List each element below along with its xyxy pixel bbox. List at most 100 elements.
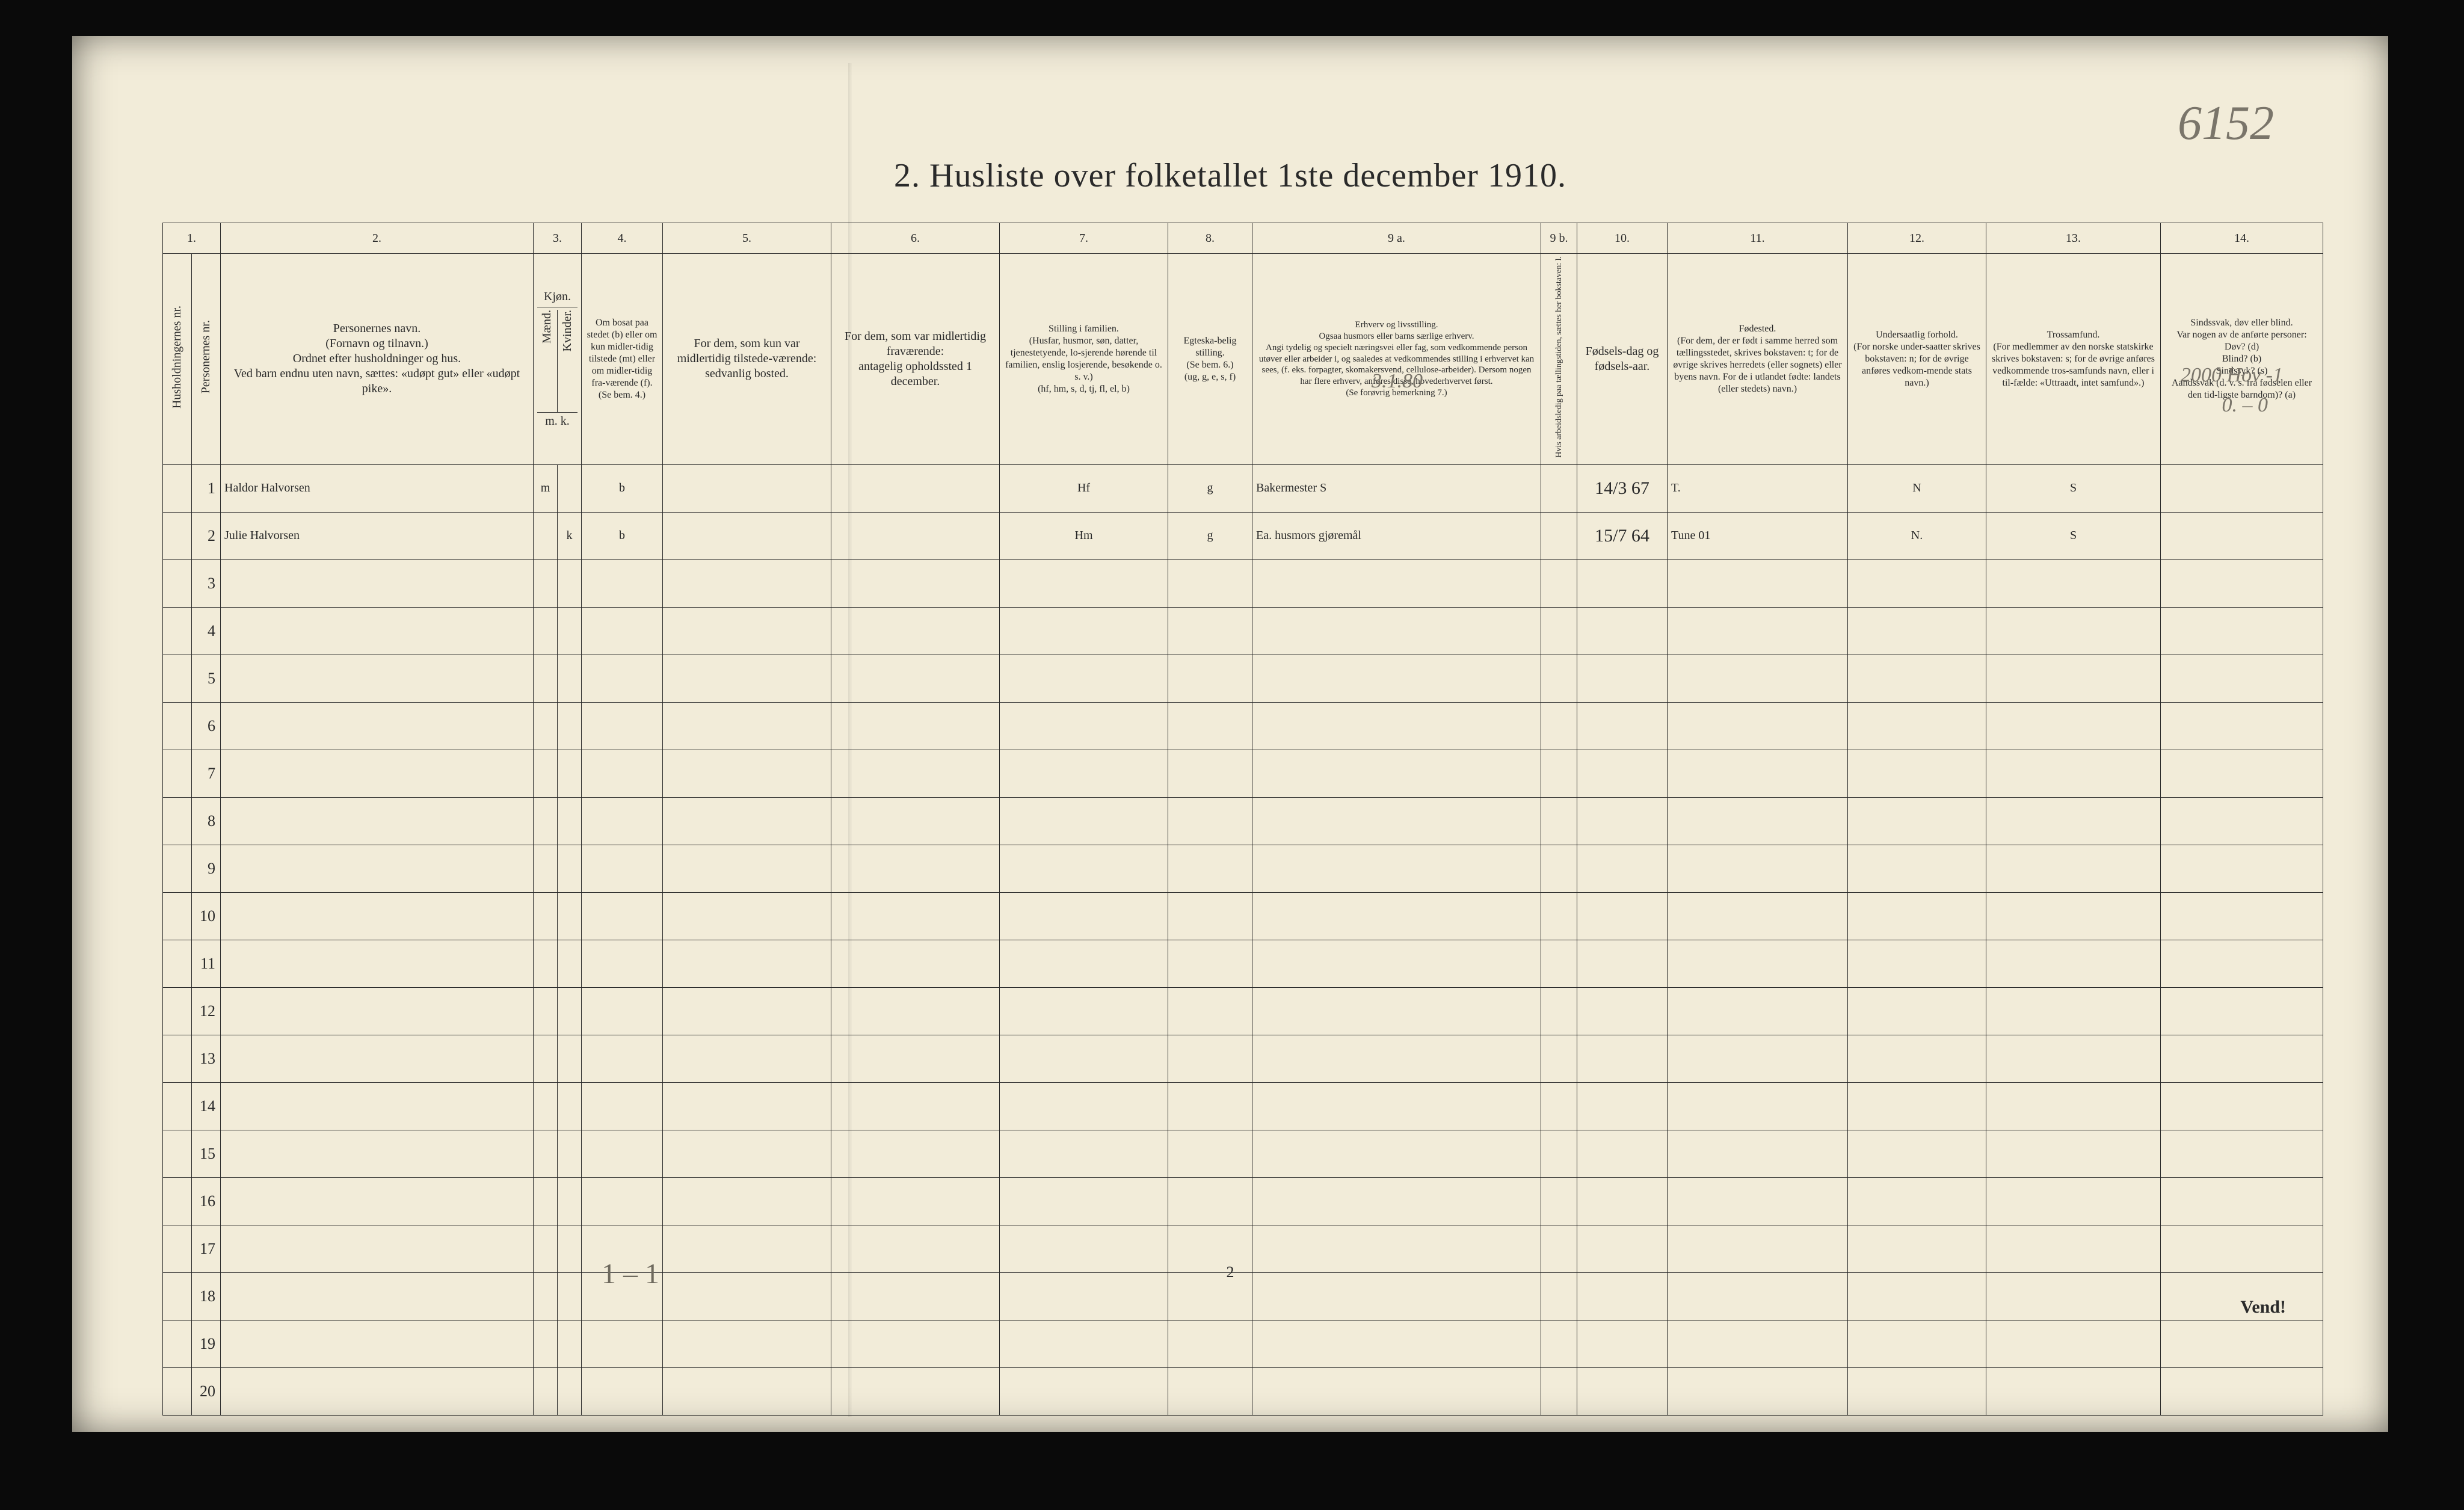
cell-temp-present [663, 845, 831, 892]
hdr-name: Personernes navn. (Fornavn og tilnavn.) … [221, 254, 534, 465]
cell-family-pos [1000, 1320, 1168, 1367]
hdr-sex: Kjøn. Mænd. Kvinder. m. k. [534, 254, 582, 465]
cell-religion [1986, 1177, 2161, 1225]
table-row: 4 [163, 607, 2323, 655]
cell-temp-absent [831, 1082, 1000, 1130]
cell-religion [1986, 845, 2161, 892]
cell-birth [1577, 1177, 1668, 1225]
cell-household-no [163, 1367, 192, 1415]
cell-name [221, 1320, 534, 1367]
cell-name: Julie Halvorsen [221, 512, 534, 559]
cell-disability [2161, 750, 2323, 797]
cell-temp-present [663, 702, 831, 750]
cell-unemployed [1541, 512, 1577, 559]
cell-unemployed [1541, 607, 1577, 655]
cell-marital [1168, 1367, 1252, 1415]
cell-birthplace: Tune 01 [1668, 512, 1848, 559]
cell-marital [1168, 987, 1252, 1035]
cell-family-pos [1000, 1082, 1168, 1130]
cell-birth [1577, 655, 1668, 702]
cell-birth [1577, 1367, 1668, 1415]
cell-household-no [163, 750, 192, 797]
cell-occupation: Ea. husmors gjøremål [1252, 512, 1541, 559]
cell-temp-absent [831, 512, 1000, 559]
cell-birth [1577, 797, 1668, 845]
hdr-household-no-label: Husholdningernes nr. [170, 306, 185, 408]
cell-occupation [1252, 1320, 1541, 1367]
cell-temp-present [663, 1320, 831, 1367]
cell-unemployed [1541, 1082, 1577, 1130]
cell-unemployed [1541, 464, 1577, 512]
cell-occupation [1252, 702, 1541, 750]
cell-residence [582, 797, 663, 845]
cell-residence: b [582, 512, 663, 559]
cell-household-no [163, 1082, 192, 1130]
cell-sex-m [534, 1130, 558, 1177]
cell-disability [2161, 607, 2323, 655]
cell-household-no [163, 940, 192, 987]
pencil-id-top-right: 6152 [2178, 96, 2274, 151]
cell-occupation [1252, 892, 1541, 940]
cell-sex-k [558, 892, 582, 940]
table-row: 19 [163, 1320, 2323, 1367]
cell-sex-k [558, 464, 582, 512]
cell-marital [1168, 1177, 1252, 1225]
cell-birthplace: T. [1668, 464, 1848, 512]
cell-religion: S [1986, 512, 2161, 559]
cell-sex-m [534, 1320, 558, 1367]
hdr-disability: Sindssvak, døv eller blind. Var nogen av… [2161, 254, 2323, 465]
cell-temp-absent [831, 1177, 1000, 1225]
cell-occupation [1252, 1082, 1541, 1130]
cell-sex-m [534, 512, 558, 559]
hdr-unemployed-label: Hvis arbeidsledig paa tællingstiden, sæt… [1554, 256, 1565, 458]
cell-nationality [1848, 702, 1986, 750]
cell-household-no [163, 892, 192, 940]
table-row: 8 [163, 797, 2323, 845]
vend-label: Vend! [2240, 1297, 2286, 1317]
cell-temp-present [663, 607, 831, 655]
colnum-6: 6. [831, 223, 1000, 254]
cell-religion [1986, 1130, 2161, 1177]
hdr-person-no-label: Personernes nr. [199, 320, 214, 393]
cell-disability [2161, 987, 2323, 1035]
cell-nationality [1848, 845, 1986, 892]
cell-person-no: 9 [192, 845, 221, 892]
cell-marital [1168, 797, 1252, 845]
cell-unemployed [1541, 845, 1577, 892]
hdr-unemployed: Hvis arbeidsledig paa tællingstiden, sæt… [1541, 254, 1577, 465]
cell-birthplace [1668, 1130, 1848, 1177]
cell-temp-present [663, 559, 831, 607]
cell-nationality [1848, 607, 1986, 655]
cell-marital [1168, 1082, 1252, 1130]
cell-temp-present [663, 1082, 831, 1130]
cell-temp-present [663, 655, 831, 702]
page-title: 2. Husliste over folketallet 1ste decemb… [72, 156, 2388, 195]
cell-temp-present [663, 1130, 831, 1177]
cell-sex-m [534, 1082, 558, 1130]
cell-temp-absent [831, 892, 1000, 940]
cell-birth: 15/7 64 [1577, 512, 1668, 559]
cell-family-pos [1000, 797, 1168, 845]
cell-religion: S [1986, 464, 2161, 512]
cell-person-no: 6 [192, 702, 221, 750]
table-row: 13 [163, 1035, 2323, 1082]
cell-sex-k [558, 940, 582, 987]
cell-name [221, 559, 534, 607]
cell-person-no: 2 [192, 512, 221, 559]
cell-birthplace [1668, 702, 1848, 750]
cell-nationality [1848, 1082, 1986, 1130]
cell-disability [2161, 464, 2323, 512]
cell-sex-m [534, 940, 558, 987]
cell-person-no: 5 [192, 655, 221, 702]
cell-birthplace [1668, 750, 1848, 797]
cell-occupation [1252, 1035, 1541, 1082]
cell-occupation [1252, 797, 1541, 845]
cell-birthplace [1668, 892, 1848, 940]
cell-temp-present [663, 892, 831, 940]
hdr-household-no: Husholdningernes nr. [163, 254, 192, 465]
cell-nationality [1848, 940, 1986, 987]
colnum-7: 7. [1000, 223, 1168, 254]
cell-birth [1577, 987, 1668, 1035]
cell-occupation [1252, 1130, 1541, 1177]
census-table-container: 1. 2. 3. 4. 5. 6. 7. 8. 9 a. 9 b. 10. 11… [162, 223, 2304, 1416]
